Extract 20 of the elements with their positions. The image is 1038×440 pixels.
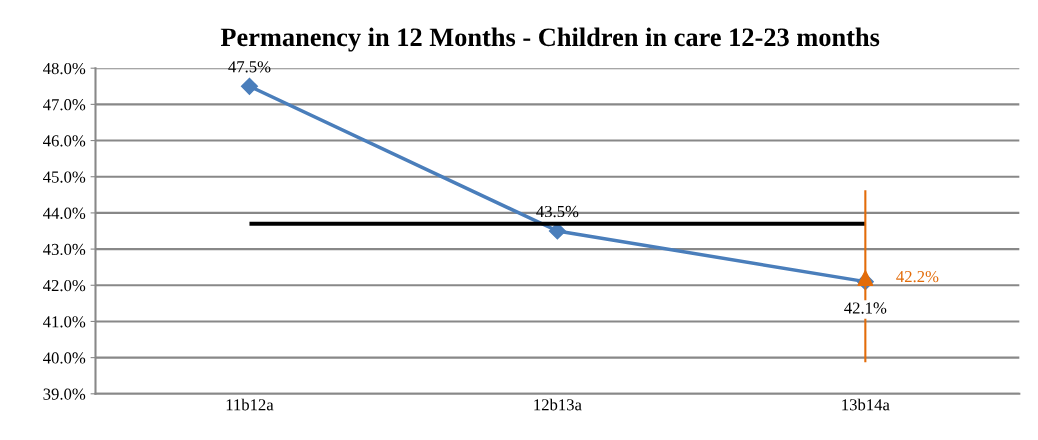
data-label: 42.2% [896,270,939,283]
y-tick-label: 39.0% [43,388,86,400]
y-tick-label: 42.0% [43,279,86,292]
x-tick-label: 11b12a [226,398,274,411]
y-tick-label: 46.0% [43,135,86,147]
chart-title: Permanency in 12 Months - Children in care 12-23 months [220,27,880,52]
x-tick-label: 12b13a [534,398,582,411]
point [857,270,874,287]
y-tick-label: 47.0% [43,99,86,111]
data-label: 43.5% [536,205,579,218]
y-tick-label: 40.0% [43,352,86,364]
y-tick-label: 48.0% [43,62,86,75]
y-tick-label: 44.0% [43,207,86,219]
x-tick-label: 13b14a [842,398,890,411]
data-label: 42.1% [844,302,887,314]
y-tick-label: 45.0% [43,171,86,183]
y-tick-label: 43.0% [43,243,86,256]
y-tick-label: 41.0% [43,316,86,328]
point [240,77,259,95]
data-label: 47.5% [228,61,271,73]
